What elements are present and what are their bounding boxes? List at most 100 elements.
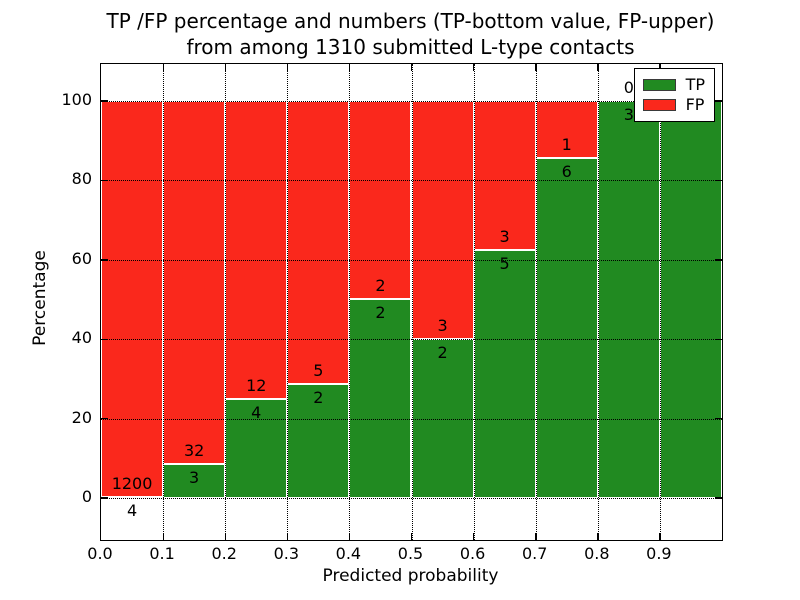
bar-label-tp: 5: [499, 253, 510, 273]
chart-title-line2: from among 1310 submitted L-type contact…: [186, 35, 635, 59]
x-axis-tick-top: [348, 64, 351, 71]
bar-segment-fp: [287, 100, 350, 385]
gridline-vertical: [473, 64, 475, 540]
gridline-vertical: [659, 64, 661, 540]
chart-title-line1: TP /FP percentage and numbers (TP-bottom…: [106, 9, 715, 33]
chart-title: TP /FP percentage and numbers (TP-bottom…: [100, 8, 721, 60]
bar-label-tp: 3: [189, 467, 200, 487]
x-axis-tick-top: [473, 64, 475, 71]
bar-label-fp: 3: [437, 316, 448, 336]
gridline-vertical: [225, 64, 227, 540]
legend-item: FP: [642, 95, 705, 115]
legend-swatch-fp-icon: [642, 99, 676, 111]
bar-label-fp: 0: [623, 77, 634, 97]
y-tick-label: 40: [71, 328, 92, 348]
bar-label-tp: 3: [623, 104, 634, 124]
legend-label: FP: [685, 95, 705, 114]
x-axis-tick-top: [535, 64, 537, 71]
y-tick-label: 60: [71, 248, 92, 268]
bar-label-fp: 1200: [111, 473, 153, 493]
gridline-vertical: [535, 64, 537, 540]
bar-label-tp: 2: [375, 303, 386, 323]
y-axis-tick-right: [715, 100, 722, 102]
x-axis-tick: [348, 533, 351, 540]
x-axis-tick: [411, 533, 413, 540]
legend-swatch-tp-icon: [642, 79, 676, 91]
y-axis-tick: [101, 259, 108, 261]
bar-segment-tp: [597, 100, 660, 498]
legend: TP FP: [633, 68, 715, 122]
bar-segment-fp: [349, 100, 412, 300]
bar-segment-fp: [163, 100, 226, 464]
bar-label-fp: 3: [499, 226, 510, 246]
bar-segment-fp: [225, 100, 288, 399]
x-tick-label: 0.0: [87, 544, 113, 563]
gridline-vertical: [287, 64, 289, 540]
bar-segment-tp: [535, 157, 598, 498]
bar-label-fp: 32: [183, 440, 205, 460]
bar-label-tp: 6: [561, 161, 572, 181]
y-axis-tick-right: [715, 179, 722, 182]
bar-segment-tp: [287, 384, 350, 498]
bar-label-fp: 2: [375, 276, 386, 296]
x-tick-label: 0.6: [459, 544, 486, 563]
y-tick-label: 20: [71, 407, 92, 427]
bar-label-tp: 2: [437, 343, 448, 363]
y-axis-tick: [101, 338, 108, 340]
bar-label-fp: 1: [561, 134, 572, 154]
bar-label-tp: 4: [126, 500, 138, 520]
y-axis-tick-right: [715, 338, 722, 340]
y-axis-tick: [101, 100, 108, 102]
x-axis-tick: [535, 533, 537, 540]
x-tick-label: 0.2: [211, 544, 237, 563]
x-axis-tick-top: [224, 64, 227, 71]
y-axis-tick: [101, 497, 108, 499]
y-axis-tick-right: [715, 259, 722, 261]
bar-label-fp: 5: [313, 361, 324, 381]
legend-label: TP: [685, 75, 705, 94]
x-axis-tick: [224, 533, 227, 540]
x-axis-tick-top: [597, 64, 599, 71]
x-axis-tick: [162, 533, 164, 540]
y-axis-tick: [101, 179, 108, 182]
bar-label-fp: 12: [246, 375, 267, 395]
y-axis-tick-right: [715, 497, 722, 499]
bar-segment-tp: [163, 463, 226, 498]
gridline-vertical: [411, 64, 413, 540]
bar-label-tp: 4: [251, 402, 262, 422]
bar-segment-tp: [411, 339, 474, 498]
x-tick-label: 0.3: [273, 544, 300, 563]
y-tick-label: 0: [81, 486, 92, 506]
y-tick-label: 100: [61, 89, 92, 109]
bar-label-tp: 2: [313, 388, 324, 408]
x-axis-tick-top: [659, 64, 661, 71]
x-axis-tick-top: [411, 64, 413, 71]
x-axis-tick: [597, 533, 599, 540]
bar-segment-tp: [659, 100, 722, 498]
gridline-vertical: [349, 64, 351, 540]
legend-item: TP: [642, 75, 705, 95]
x-tick-label: 0.9: [646, 544, 672, 563]
bar-segment-fp: [411, 100, 474, 340]
x-axis-tick: [473, 533, 475, 540]
bar-segment-tp: [349, 299, 412, 498]
x-tick-label: 0.7: [521, 544, 548, 563]
x-tick-label: 0.4: [335, 544, 362, 563]
x-tick-label: 0.1: [149, 544, 175, 563]
bar-segment-fp: [101, 100, 164, 497]
y-axis-tick-right: [715, 418, 722, 420]
x-axis-tick-top: [286, 64, 289, 71]
gridline-vertical: [163, 64, 165, 540]
y-axis-tick: [101, 418, 108, 420]
x-tick-label: 0.5: [397, 544, 424, 563]
x-tick-label: 0.8: [584, 544, 610, 563]
bar-segment-tp: [473, 249, 536, 498]
x-axis-tick-top: [162, 64, 164, 71]
x-axis-tick: [286, 533, 289, 540]
x-axis-tick: [659, 533, 661, 540]
gridline-vertical: [597, 64, 599, 540]
x-axis-label: Predicted probability: [322, 566, 499, 586]
y-tick-label: 80: [71, 169, 92, 189]
